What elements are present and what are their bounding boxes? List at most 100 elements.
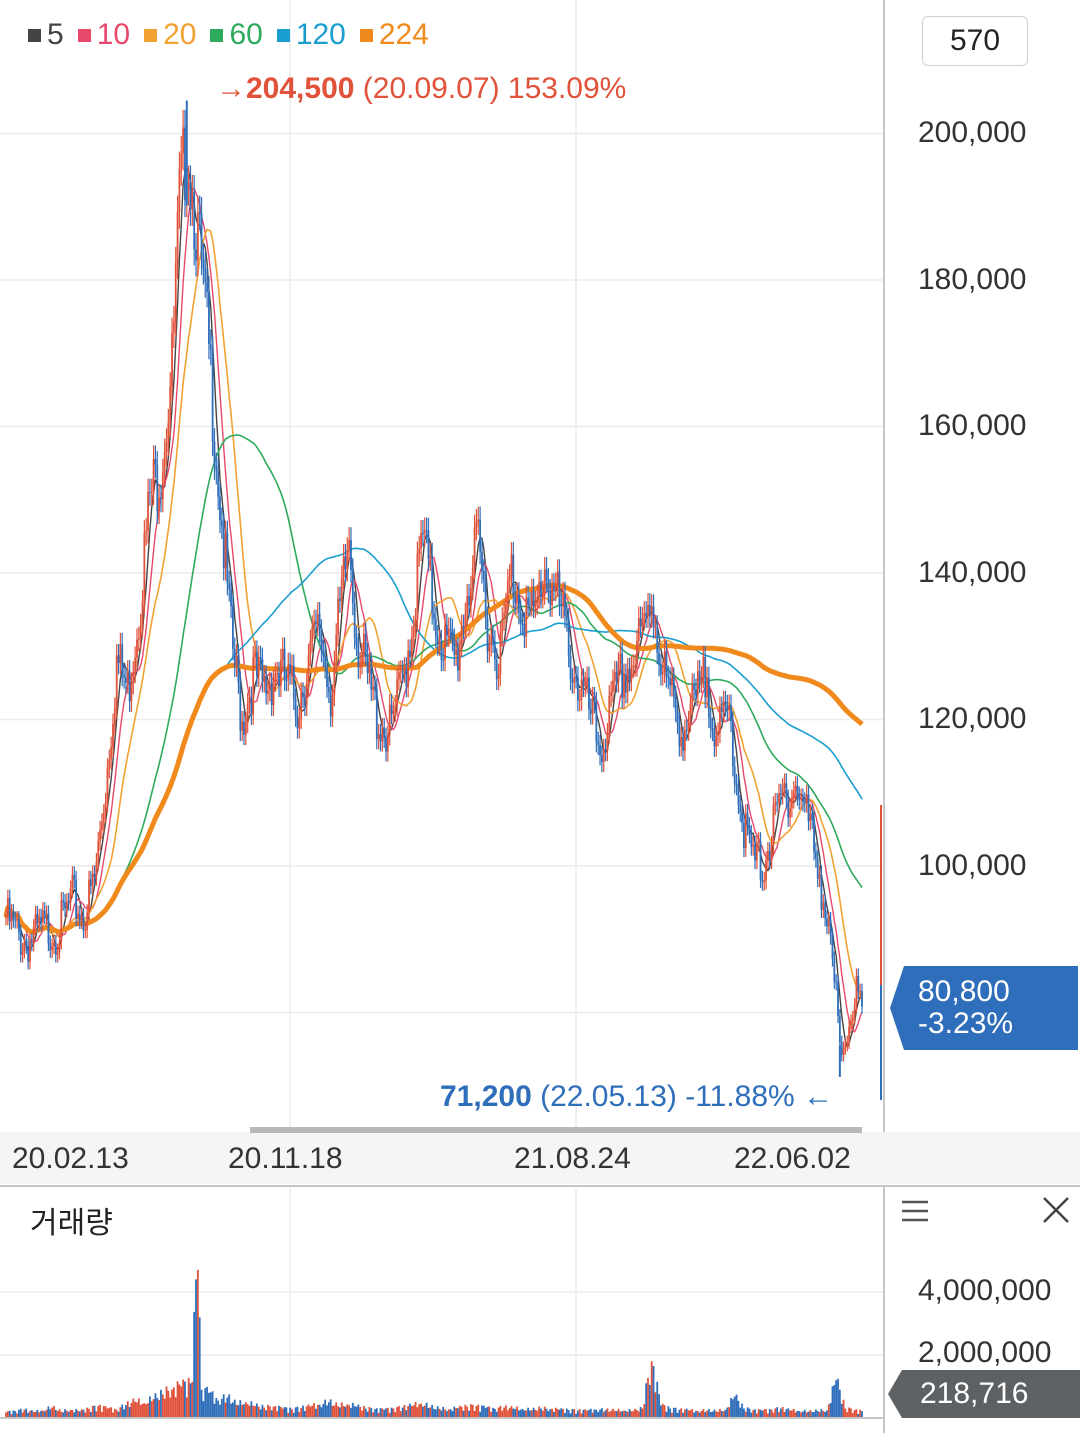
candle-body: [233, 648, 236, 666]
volume-bar: [272, 1406, 275, 1418]
volume-bar: [765, 1409, 767, 1418]
candlesticks: [5, 100, 863, 1077]
candle-body: [278, 672, 280, 687]
volume-bar: [390, 1407, 393, 1418]
candle-body: [822, 902, 825, 910]
candle-body: [255, 651, 258, 676]
candle-body: [230, 589, 232, 607]
candle-body: [809, 813, 812, 822]
candle-body: [49, 943, 52, 951]
volume-bar: [257, 1406, 260, 1418]
volume-bar: [737, 1400, 740, 1418]
volume-bar: [608, 1411, 611, 1418]
candle-body: [481, 551, 483, 572]
volume-bar: [241, 1404, 244, 1418]
volume-bar: [45, 1409, 48, 1418]
candle-body: [257, 656, 260, 676]
candle-body: [420, 532, 422, 549]
candle-body: [606, 733, 609, 752]
candle-body: [741, 812, 743, 823]
candle-body: [698, 671, 701, 683]
candle-body: [147, 491, 149, 531]
volume-bar: [355, 1406, 358, 1418]
candle-body: [58, 941, 61, 952]
candle-body: [390, 704, 393, 714]
volume-bar: [27, 1412, 30, 1418]
candle-body: [41, 910, 44, 923]
volume-bar: [239, 1400, 242, 1418]
volume-bar: [492, 1407, 494, 1418]
volume-bar: [56, 1411, 59, 1418]
volume-bar: [364, 1408, 367, 1418]
volume-bar: [564, 1413, 566, 1418]
candle-body: [813, 819, 815, 852]
volume-bar: [597, 1412, 600, 1418]
volume-bar: [672, 1407, 675, 1418]
candle-body: [265, 676, 268, 694]
candle-body: [656, 626, 659, 653]
volume-bar: [372, 1412, 375, 1418]
volume-bar: [683, 1409, 686, 1418]
volume-bar: [88, 1408, 90, 1418]
volume-bar: [755, 1413, 758, 1418]
candle-body: [516, 594, 518, 603]
volume-bar: [543, 1406, 546, 1418]
volume-bar: [215, 1397, 218, 1418]
volume-bar: [14, 1411, 17, 1418]
candle-body: [658, 652, 660, 666]
candle-body: [165, 442, 168, 453]
candle-body: [816, 858, 819, 879]
volume-bar: [560, 1408, 563, 1418]
candle-body: [669, 678, 672, 686]
volume-bar: [196, 1269, 199, 1418]
volume-bar: [244, 1402, 247, 1418]
candle-body: [748, 826, 751, 835]
volume-bar: [313, 1403, 315, 1418]
volume-bar: [820, 1409, 823, 1418]
candle-body: [209, 344, 212, 351]
candle-body: [374, 686, 376, 690]
candle-body: [8, 898, 11, 922]
candle-body: [302, 693, 304, 698]
candle-body: [89, 879, 92, 886]
volume-bar: [682, 1412, 684, 1418]
candle-body: [410, 637, 413, 657]
volume-bar: [409, 1403, 411, 1418]
candle-body: [21, 950, 24, 955]
volume-bar: [381, 1408, 384, 1418]
volume-bar: [647, 1378, 649, 1418]
volume-bar: [25, 1408, 28, 1418]
candle-body: [108, 759, 111, 769]
volume-bar: [324, 1399, 327, 1418]
candle-body: [803, 801, 806, 804]
candle-body: [619, 653, 622, 664]
candle-body: [250, 697, 253, 715]
volume-bar: [232, 1402, 234, 1418]
candle-body: [423, 530, 426, 534]
legend: 5 10 20 60 120 224: [28, 18, 429, 52]
candle-body: [553, 585, 555, 589]
period-selector[interactable]: 570: [922, 16, 1028, 66]
candle-body: [335, 634, 338, 662]
candle-body: [770, 845, 773, 861]
candle-body: [54, 942, 57, 955]
volume-tick-label: 4,000,000: [918, 1274, 1052, 1307]
volume-bar: [235, 1404, 238, 1418]
candle-body: [442, 659, 445, 661]
candle-body: [634, 665, 636, 667]
volume-bar: [534, 1409, 537, 1418]
current-price-value: 80,800: [918, 975, 1010, 1008]
high-arrow: →: [216, 72, 246, 105]
candle-body: [252, 657, 255, 715]
candle-body: [287, 663, 290, 681]
candle-body: [237, 655, 240, 683]
menu-icon[interactable]: [900, 1196, 930, 1226]
volume-bar: [261, 1404, 264, 1418]
close-icon[interactable]: [1040, 1194, 1072, 1226]
candle-body: [184, 127, 186, 201]
legend-label: 120: [295, 18, 346, 51]
candle-body: [648, 605, 651, 617]
candle-body: [440, 641, 443, 660]
candle-body: [246, 703, 249, 723]
